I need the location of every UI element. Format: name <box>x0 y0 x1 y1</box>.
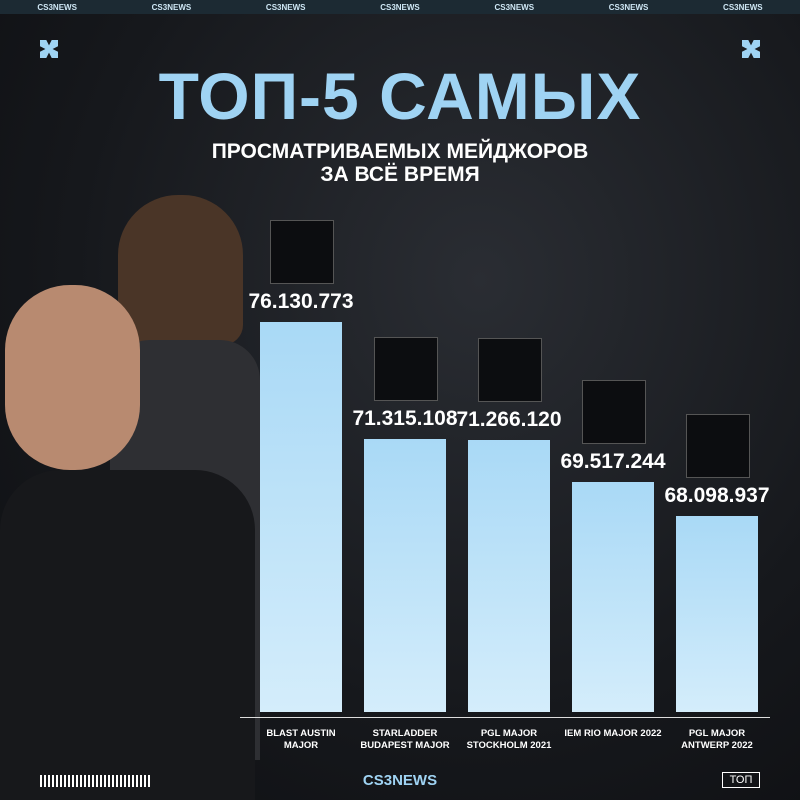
brand: CS3NEWS <box>265 2 306 12</box>
subtitle: ЗА ВСЁ ВРЕМЯ <box>320 163 480 186</box>
bar <box>572 481 654 712</box>
player-head <box>5 285 140 470</box>
brand: CS3NEWS <box>380 2 420 12</box>
baseline <box>240 717 770 718</box>
event-logo <box>582 379 646 444</box>
brand: CS3NEWS <box>494 2 535 12</box>
event-logo <box>686 414 750 479</box>
player-body <box>0 470 255 800</box>
value-label: 68.098.937 <box>664 484 770 508</box>
value-label: 76.130.773 <box>248 290 354 314</box>
x-tick-label: PGL MAJOR STOCKHOLM 2021 <box>466 728 552 751</box>
x-tick-label: BLAST AUSTIN MAJOR <box>266 728 336 751</box>
bar <box>364 438 446 712</box>
brand: CS3NEWS <box>37 2 77 12</box>
subtitle: ПРОСМАТРИВАЕМЫХ МЕЙДЖОРОВ <box>211 140 589 163</box>
bar <box>468 439 550 712</box>
footer-tag: ТОП <box>722 772 760 788</box>
icon <box>742 40 760 58</box>
brand: CS3NEWS <box>151 2 192 12</box>
event-logo <box>478 337 542 402</box>
value-label: 71.315.108 <box>352 406 458 430</box>
value-label: 71.266.120 <box>456 407 562 431</box>
chart-title: ТОП-5 САМЫХ <box>158 59 642 133</box>
barcode <box>40 775 150 787</box>
brand: CS3NEWS <box>723 2 763 12</box>
event-logo <box>374 336 438 401</box>
event-logo <box>270 220 334 285</box>
x-tick-label: STARLADDER BUDAPEST MAJOR <box>360 728 450 751</box>
player-head <box>118 195 243 345</box>
bar <box>260 322 342 712</box>
x-tick-label: IEM RIO MAJOR 2022 <box>564 728 662 739</box>
value-label: 69.517.244 <box>560 449 666 473</box>
icon <box>40 40 58 58</box>
bar <box>676 516 758 712</box>
x-tick-label: PGL MAJOR ANTWERP 2022 <box>681 728 753 751</box>
top-strip: CS3NEWS CS3NEWS CS3NEWS CS3NEWS CS3NEWS … <box>0 0 800 14</box>
footer-brand: CS3NEWS <box>362 772 438 789</box>
brand: CS3NEWS <box>608 2 649 12</box>
